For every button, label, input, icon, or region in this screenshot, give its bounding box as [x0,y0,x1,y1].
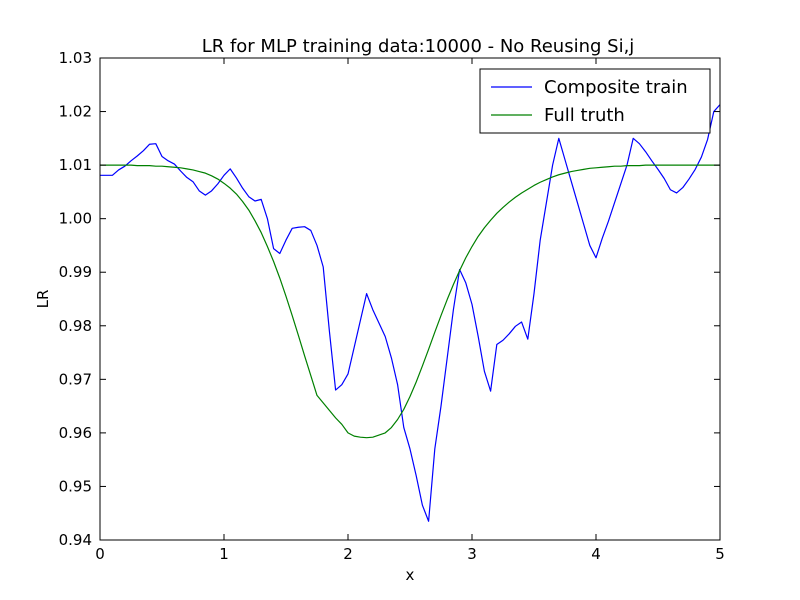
y-tick-label: 1.01 [59,156,92,174]
full-truth-line [100,164,720,439]
x-tick-label: 3 [467,545,477,563]
chart-title: LR for MLP training data:10000 - No Reus… [202,36,635,57]
legend-label-composite: Composite train [544,77,688,98]
y-tick-label: 0.98 [59,317,92,335]
y-tick-label: 0.97 [59,370,92,388]
y-tick-label: 0.95 [59,477,92,495]
y-tick-label: 0.96 [59,424,92,442]
x-tick-label: 5 [715,545,725,563]
y-tick-label: 1.02 [59,103,92,121]
tick-label-layer: 0 1 2 3 4 5 0.94 0.95 0.96 0.97 0.98 0.99 1.00 1.01 1.… [59,49,725,563]
legend-label-truth: Full truth [544,105,625,126]
x-tick-label: 0 [95,545,105,563]
y-tick-label: 0.94 [59,531,92,549]
y-axis-label: LR [34,290,52,309]
plot-frame [99,57,721,541]
x-tick-label: 2 [343,545,353,563]
series-layer [100,104,720,522]
y-tick-label: 1.03 [59,49,92,67]
x-tick-label: 4 [591,545,601,563]
x-axis-label: x [406,566,415,584]
y-tick-label: 1.00 [59,210,92,228]
composite-train-line [100,104,720,522]
legend: Composite train Full truth [479,68,711,134]
x-tick-label: 1 [219,545,229,563]
legend-box [479,68,711,134]
y-tick-label: 0.99 [59,263,92,281]
